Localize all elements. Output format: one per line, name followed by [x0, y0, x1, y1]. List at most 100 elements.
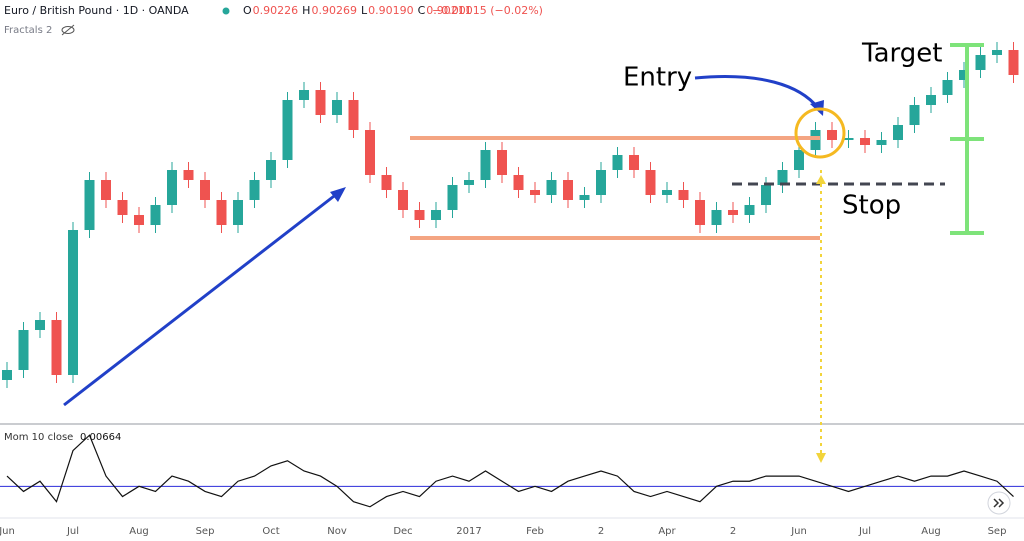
- arrow-head: [816, 175, 826, 184]
- ohlc-key: L: [361, 4, 368, 17]
- x-tick-label: Jul: [858, 526, 871, 537]
- candle-body: [282, 100, 293, 160]
- x-tick-label: Jul: [66, 526, 79, 537]
- time-axis: Jun Jul Aug Sep Oct Nov Dec 2017 Feb 2 Apr 2 Jun Jul A…: [0, 526, 1006, 537]
- candle-body: [926, 95, 936, 105]
- candle-body: [530, 190, 540, 195]
- candle-body: [480, 150, 491, 180]
- symbol-title: Euro / British Pound · 1D · OANDA: [4, 4, 189, 17]
- candle-body: [876, 140, 887, 145]
- candle-body: [612, 155, 623, 170]
- candle-body: [728, 210, 738, 215]
- candle-body: [909, 105, 920, 125]
- x-tick-label: 2: [730, 526, 736, 537]
- change: −0.00015 (−0.02%): [432, 4, 543, 17]
- candle-body: [563, 180, 573, 200]
- stop-label: Stop: [842, 191, 901, 221]
- ohlc-value: 0.90211: [426, 4, 472, 17]
- candle-body: [629, 155, 639, 170]
- indicator-label: Fractals 2: [4, 25, 52, 36]
- entry-label: Entry: [623, 63, 692, 93]
- candle-body: [233, 200, 243, 225]
- x-tick-label: Jun: [790, 526, 807, 537]
- ohlc-key: C: [418, 4, 426, 17]
- candle-body: [183, 170, 194, 180]
- candle-body: [414, 210, 425, 220]
- ohlc-readout: O 0.90226 H 0.90269 L 0.90190 C 0.90211: [243, 4, 472, 17]
- momentum-value: 0.00664: [80, 432, 121, 443]
- candle-body: [315, 90, 326, 115]
- x-tick-label: Sep: [988, 526, 1007, 537]
- candle-body: [662, 190, 672, 195]
- x-tick-label: Apr: [658, 526, 676, 537]
- candle-body: [51, 320, 62, 375]
- candle-body: [464, 180, 474, 185]
- candle-body: [975, 55, 986, 70]
- candle-body: [2, 370, 12, 380]
- candle-body: [101, 180, 111, 200]
- x-tick-label: Dec: [393, 526, 412, 537]
- candle-body: [827, 130, 837, 140]
- candle-body: [579, 195, 590, 200]
- candle-body: [959, 70, 969, 80]
- x-tick-label: Aug: [129, 526, 149, 537]
- candle-body: [513, 175, 524, 190]
- hide-icon[interactable]: [61, 24, 75, 36]
- candle-body: [18, 330, 29, 370]
- candle-body: [992, 50, 1002, 55]
- scroll-button[interactable]: [987, 491, 1011, 515]
- candle-body: [794, 150, 804, 170]
- candle-body: [249, 180, 260, 200]
- candle-body: [84, 180, 95, 230]
- candle-body: [68, 230, 78, 375]
- entry-circle: [794, 107, 846, 159]
- candle-body: [216, 200, 227, 225]
- candle-body: [365, 130, 375, 175]
- candle-body: [117, 200, 128, 215]
- arrow-head: [330, 187, 346, 202]
- candle-body: [860, 138, 870, 145]
- momentum-line: [6, 434, 1014, 508]
- candle-body: [398, 190, 408, 210]
- candle-body: [942, 80, 953, 95]
- x-tick-label: Sep: [196, 526, 215, 537]
- candle-body: [678, 190, 689, 200]
- candle-body: [381, 175, 392, 190]
- x-tick-label: 2: [598, 526, 604, 537]
- candle-body: [134, 215, 144, 225]
- candle-body: [431, 210, 441, 220]
- candle-body: [150, 205, 161, 225]
- status-dot: [222, 7, 230, 15]
- candle-body: [744, 205, 755, 215]
- x-tick-label: Aug: [921, 526, 941, 537]
- candle-body: [1008, 50, 1019, 75]
- candle-body: [645, 170, 656, 195]
- candle-body: [546, 180, 557, 195]
- drawings: Entry Target Stop: [63, 39, 984, 463]
- momentum-label: Mom 10 close: [4, 432, 73, 443]
- target-bracket: [950, 43, 984, 235]
- candle-body: [35, 320, 45, 330]
- ohlc-value: 0.90190: [368, 4, 414, 17]
- ohlc-key: H: [302, 4, 310, 17]
- candle-body: [200, 180, 210, 200]
- candle-body: [893, 125, 903, 140]
- candle-body: [447, 185, 458, 210]
- ohlc-value: 0.90226: [253, 4, 299, 17]
- x-tick-label: Feb: [526, 526, 544, 537]
- x-tick-label: Oct: [262, 526, 279, 537]
- candle-body: [761, 185, 771, 205]
- candle-body: [497, 150, 507, 175]
- candle-body: [596, 170, 606, 195]
- candle-body: [299, 90, 309, 100]
- candle-body: [167, 170, 177, 205]
- candle-body: [348, 100, 359, 130]
- candle-body: [777, 170, 788, 185]
- candle-body: [843, 138, 854, 140]
- candle-body: [711, 210, 722, 225]
- x-tick-label: 2017: [456, 526, 481, 537]
- arrow-head: [816, 453, 826, 463]
